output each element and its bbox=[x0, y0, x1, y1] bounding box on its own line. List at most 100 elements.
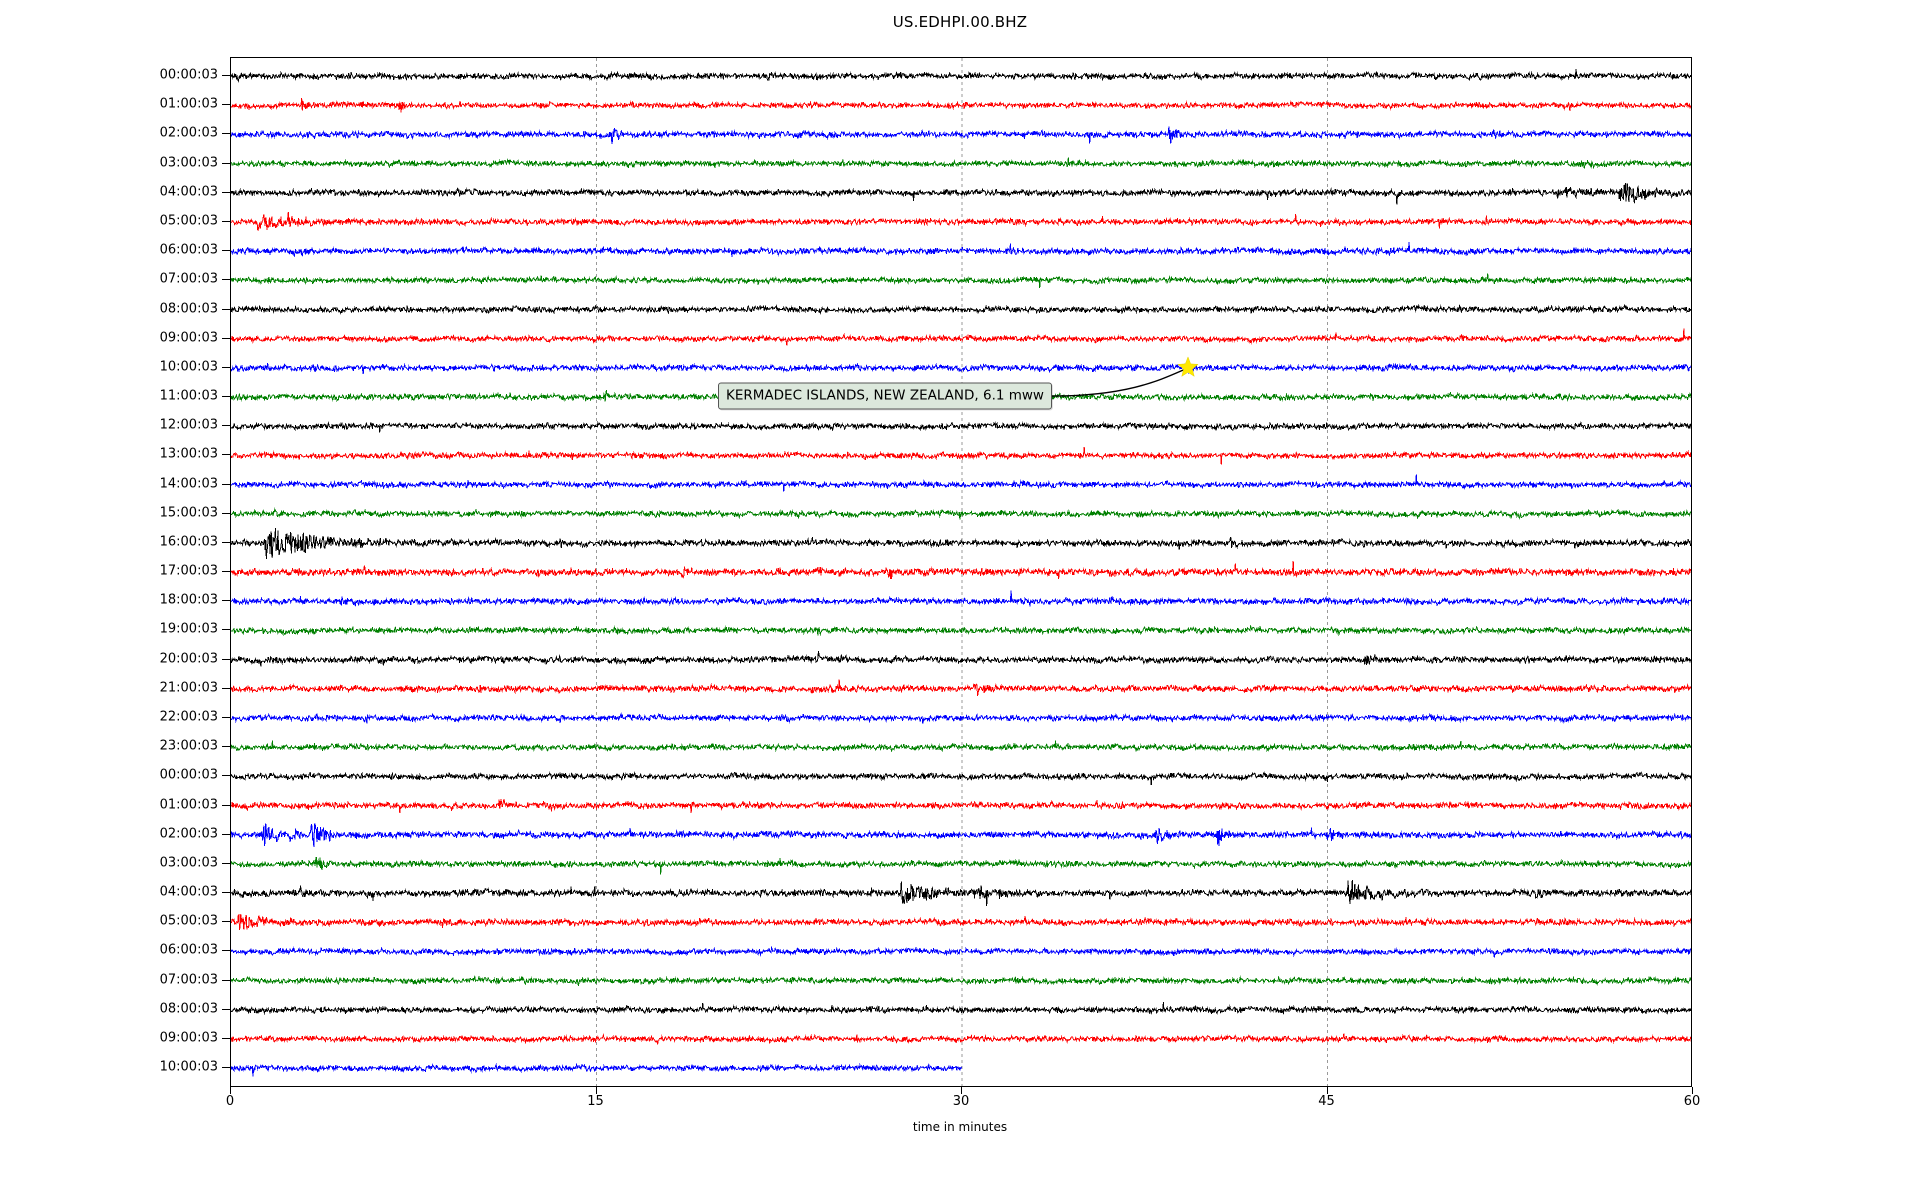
trace-line bbox=[231, 507, 1691, 520]
trace-line bbox=[231, 712, 1691, 725]
trace-line bbox=[231, 624, 1691, 637]
plot-area bbox=[230, 57, 1692, 1087]
trace-line bbox=[231, 771, 1691, 786]
trace-line bbox=[231, 798, 1691, 814]
y-axis-tick-mark bbox=[222, 425, 231, 427]
x-axis-tick-mark bbox=[961, 1087, 962, 1094]
y-axis-tick-label: 09:00:03 bbox=[159, 330, 218, 346]
y-axis-tick-mark bbox=[222, 746, 231, 748]
y-axis-tick-label: 12:00:03 bbox=[159, 417, 218, 433]
y-axis-tick-mark bbox=[222, 804, 231, 806]
trace-line bbox=[231, 212, 1691, 231]
y-axis-tick-label: 15:00:03 bbox=[159, 505, 218, 521]
trace-line bbox=[231, 913, 1691, 931]
y-axis-tick-label: 07:00:03 bbox=[159, 972, 218, 988]
page-title: US.EDHPI.00.BHZ bbox=[892, 13, 1028, 31]
y-axis-tick-label: 06:00:03 bbox=[159, 942, 218, 958]
y-axis-tick-mark bbox=[222, 162, 231, 164]
trace-line bbox=[231, 126, 1691, 144]
trace-line bbox=[231, 273, 1691, 289]
y-axis-tick-label: 22:00:03 bbox=[159, 709, 218, 725]
x-axis-label: time in minutes bbox=[912, 1120, 1008, 1134]
trace-line bbox=[231, 242, 1691, 258]
y-axis-tick-label: 19:00:03 bbox=[159, 621, 218, 637]
y-axis-tick-mark bbox=[222, 833, 231, 835]
y-axis-tick-mark bbox=[222, 862, 231, 864]
trace-line bbox=[231, 328, 1691, 346]
y-axis-tick-mark bbox=[222, 366, 231, 368]
y-axis-tick-label: 07:00:03 bbox=[159, 271, 218, 287]
earthquake-star-icon bbox=[1176, 356, 1199, 377]
y-axis-tick-label: 02:00:03 bbox=[159, 826, 218, 842]
trace-line bbox=[231, 527, 1691, 559]
y-axis-tick-label: 14:00:03 bbox=[159, 476, 218, 492]
y-axis-tick-mark bbox=[222, 220, 231, 222]
y-axis-tick-label: 20:00:03 bbox=[159, 651, 218, 667]
seismogram-traces bbox=[231, 58, 1691, 1086]
y-axis-tick-mark bbox=[222, 512, 231, 514]
y-axis-tick-label: 05:00:03 bbox=[159, 913, 218, 929]
trace-line bbox=[231, 823, 1691, 848]
y-axis-tick-mark bbox=[222, 717, 231, 719]
x-axis-tick-label: 30 bbox=[952, 1094, 970, 1109]
trace-line bbox=[231, 446, 1691, 465]
y-axis-tick-label: 01:00:03 bbox=[159, 797, 218, 813]
trace-line bbox=[231, 68, 1691, 83]
y-axis-tick-label: 05:00:03 bbox=[159, 213, 218, 229]
y-axis-tick-label: 13:00:03 bbox=[159, 446, 218, 462]
trace-line bbox=[231, 362, 1691, 375]
y-axis-tick-mark bbox=[222, 483, 231, 485]
trace-line bbox=[231, 420, 1691, 433]
trace-line bbox=[231, 474, 1691, 492]
y-axis-tick-mark bbox=[222, 1067, 231, 1069]
y-axis-tick-mark bbox=[222, 454, 231, 456]
trace-line bbox=[231, 740, 1691, 753]
y-axis-tick-mark bbox=[222, 191, 231, 193]
y-axis-tick-label: 00:00:03 bbox=[159, 767, 218, 783]
y-axis-tick-mark bbox=[222, 104, 231, 106]
y-axis-tick-label: 10:00:03 bbox=[159, 359, 218, 375]
x-axis-tick-label: 45 bbox=[1318, 1094, 1335, 1109]
trace-line bbox=[231, 303, 1691, 315]
y-axis-tick-mark bbox=[222, 950, 231, 952]
trace-line bbox=[231, 157, 1691, 170]
y-axis-tick-mark bbox=[222, 629, 231, 631]
x-axis-tick-mark bbox=[595, 1087, 597, 1094]
trace-line bbox=[231, 856, 1691, 875]
y-axis-tick-label: 10:00:03 bbox=[159, 1059, 218, 1075]
x-axis-tick-label: 60 bbox=[1683, 1094, 1701, 1109]
y-axis-tick-label: 00:00:03 bbox=[159, 67, 218, 83]
y-axis-tick-label: 08:00:03 bbox=[159, 1001, 218, 1017]
y-axis-tick-mark bbox=[222, 921, 231, 923]
y-axis-tick-label: 21:00:03 bbox=[159, 680, 218, 696]
trace-line bbox=[231, 590, 1691, 607]
trace-line bbox=[231, 975, 1691, 986]
x-axis-tick-label: 0 bbox=[225, 1094, 235, 1109]
y-axis-tick-label: 06:00:03 bbox=[159, 242, 218, 258]
trace-line bbox=[231, 945, 1691, 958]
y-axis-tick-mark bbox=[222, 541, 231, 543]
x-axis-tick-mark bbox=[230, 1087, 231, 1094]
trace-line bbox=[231, 561, 1691, 580]
y-axis-tick-label: 04:00:03 bbox=[159, 884, 218, 900]
y-axis-tick-mark bbox=[222, 1037, 231, 1039]
y-axis-tick-mark bbox=[222, 1008, 231, 1010]
trace-line bbox=[231, 1002, 1691, 1016]
y-axis-tick-mark bbox=[222, 687, 231, 689]
trace-line bbox=[231, 1063, 963, 1077]
y-axis-tick-label: 08:00:03 bbox=[159, 301, 218, 317]
y-axis-tick-label: 01:00:03 bbox=[159, 96, 218, 112]
y-axis-tick-mark bbox=[222, 308, 231, 310]
y-axis-tick-label: 09:00:03 bbox=[159, 1030, 218, 1046]
trace-line bbox=[231, 679, 1691, 697]
event-annotation-label: KERMADEC ISLANDS, NEW ZEALAND, 6.1 mww bbox=[718, 382, 1052, 410]
y-axis-tick-mark bbox=[222, 658, 231, 660]
y-axis-tick-label: 18:00:03 bbox=[159, 592, 218, 608]
x-axis-tick-label: 15 bbox=[587, 1094, 604, 1109]
x-axis-tick-mark bbox=[1692, 1087, 1693, 1094]
trace-line bbox=[231, 880, 1691, 906]
trace-line bbox=[231, 651, 1691, 667]
y-axis-tick-label: 23:00:03 bbox=[159, 738, 218, 754]
x-axis-tick-mark bbox=[1326, 1087, 1328, 1094]
